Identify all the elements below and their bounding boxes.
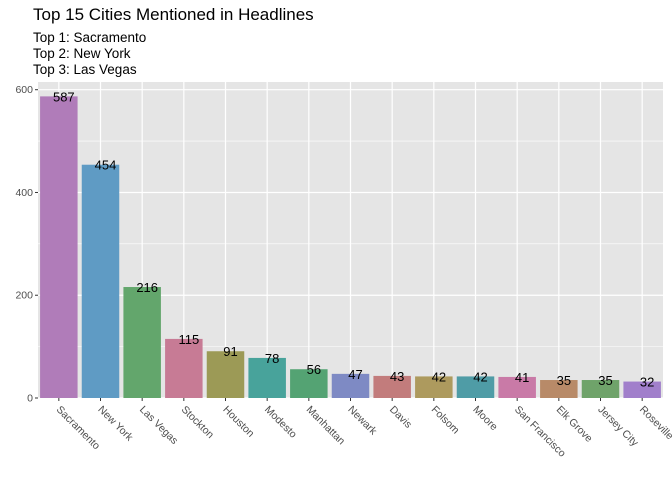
bar-newark xyxy=(331,373,370,398)
bar-modesto xyxy=(248,357,286,398)
bar-moore xyxy=(456,376,495,398)
data-label: 78 xyxy=(265,351,279,366)
bar-manhattan xyxy=(290,369,328,398)
bar-roseville xyxy=(623,381,661,398)
x-tick-label: Las Vegas xyxy=(137,404,180,447)
data-label: 587 xyxy=(53,89,75,104)
data-label: 47 xyxy=(348,367,362,382)
bar-elk-grove xyxy=(540,380,578,398)
data-label: 216 xyxy=(136,280,158,295)
data-label: 56 xyxy=(307,362,321,377)
data-label: 43 xyxy=(390,369,404,384)
bar-stockton xyxy=(165,338,203,398)
chart-title: Top 15 Cities Mentioned in Headlines xyxy=(33,5,314,24)
x-tick-label: Davis xyxy=(387,404,414,431)
y-tick-label: 0 xyxy=(27,393,33,405)
data-label: 35 xyxy=(557,373,571,388)
bar-houston xyxy=(206,351,245,398)
x-tick-label: Stockton xyxy=(179,404,216,441)
bar-san-francisco xyxy=(498,376,536,398)
bar-jersey-city xyxy=(581,380,620,398)
x-tick-label: Manhattan xyxy=(304,404,348,448)
bar-las-vegas xyxy=(123,287,161,398)
y-tick-label: 400 xyxy=(15,187,33,199)
bar-folsom xyxy=(415,376,453,398)
x-tick-label: Moore xyxy=(470,404,500,434)
x-tick-label: Sacramento xyxy=(54,404,103,453)
y-tick-label: 200 xyxy=(15,290,33,302)
data-label: 91 xyxy=(223,344,237,359)
x-tick-label: Jersey City xyxy=(595,404,641,450)
data-label: 454 xyxy=(95,158,117,173)
data-label: 115 xyxy=(178,332,199,347)
data-label: 42 xyxy=(473,369,487,384)
x-tick-label: New York xyxy=(95,404,135,444)
subtitle-line-1: Top 1: Sacramento xyxy=(33,30,147,45)
x-tick-label: Folsom xyxy=(429,404,462,437)
data-label: 41 xyxy=(515,370,529,385)
data-label: 32 xyxy=(640,375,654,390)
bar-new-york xyxy=(81,164,120,398)
data-label: 42 xyxy=(432,369,446,384)
x-tick-label: Modesto xyxy=(262,404,299,441)
bar-davis xyxy=(373,375,411,398)
y-tick-label: 600 xyxy=(15,84,33,96)
x-tick-label: Houston xyxy=(220,404,256,440)
subtitle-line-2: Top 2: New York xyxy=(33,46,131,61)
subtitle-line-3: Top 3: Las Vegas xyxy=(33,62,137,77)
chart-subtitle: Top 1: Sacramento Top 2: New York Top 3:… xyxy=(33,30,146,78)
x-tick-label: Newark xyxy=(345,404,379,438)
bar-sacramento xyxy=(40,96,78,398)
x-tick-label: Roseville xyxy=(637,404,672,443)
x-tick-label: Elk Grove xyxy=(554,404,595,445)
data-label: 35 xyxy=(598,373,612,388)
